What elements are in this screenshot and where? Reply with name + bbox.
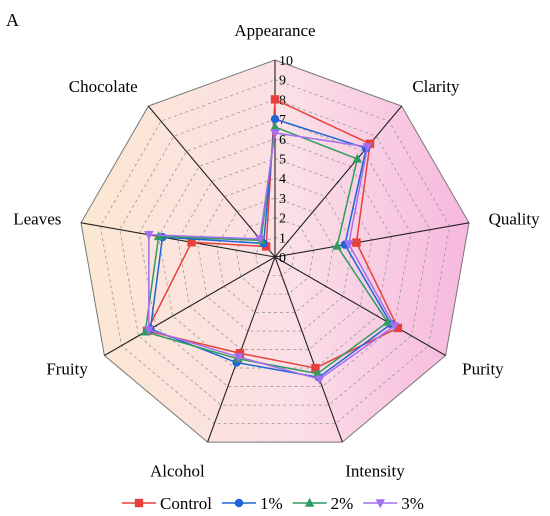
radar-axes [80, 60, 470, 443]
axis-spoke [274, 222, 470, 258]
series-line-three_percent [148, 132, 396, 380]
axis-label-chocolate: Chocolate [69, 77, 138, 96]
tick-label: 3 [279, 192, 286, 207]
axis-label-purity: Purity [462, 360, 504, 379]
data-point-two_percent [332, 240, 342, 250]
data-point-three_percent [314, 375, 325, 385]
tick-label: 9 [279, 74, 286, 89]
axis-label-appearance: Appearance [234, 21, 315, 40]
series-three_percent [144, 129, 400, 385]
series-line-one_percent [149, 118, 392, 379]
data-point-three_percent [233, 353, 244, 363]
series-line-two_percent [144, 126, 389, 375]
axis-spoke [274, 105, 403, 258]
data-point-two_percent [352, 153, 363, 163]
legend: Control 1% 2% 3% [122, 494, 424, 513]
data-point-control [270, 95, 280, 104]
data-point-control [187, 238, 196, 247]
data-point-two_percent [270, 121, 280, 131]
radar-series [140, 95, 403, 385]
data-point-one_percent [270, 114, 280, 124]
legend-item-one_percent: 1% [221, 494, 283, 513]
tick-label: 1 [279, 231, 286, 246]
axis-label-fruity: Fruity [46, 360, 88, 379]
legend-label: Control [160, 494, 212, 513]
tick-label: 2 [279, 212, 286, 227]
axis-label-intensity: Intensity [345, 462, 405, 481]
axis-label-quality: Quality [489, 209, 540, 228]
legend-item-two_percent: 2% [292, 494, 354, 513]
tick-label: 10 [279, 54, 293, 69]
axis-spoke [80, 222, 276, 258]
axis-label-alcohol: Alcohol [150, 462, 205, 481]
radar-axis-labels: Appearance Clarity Quality Purity Intensity A… [13, 21, 540, 481]
grid-ring [177, 158, 373, 350]
tick-label: 8 [279, 93, 286, 108]
data-point-three_percent [144, 326, 154, 336]
radar-grid [99, 79, 451, 425]
data-point-control [352, 238, 361, 247]
radar-tick-labels: 0 1 2 3 4 5 6 7 8 9 10 [279, 54, 293, 266]
tick-label: 6 [279, 133, 286, 148]
legend-marker [234, 498, 244, 508]
axis-spoke [274, 256, 343, 443]
data-point-three_percent [344, 240, 354, 250]
tick-label: 7 [279, 113, 286, 128]
data-point-three_percent [389, 322, 400, 332]
data-point-three_percent [255, 235, 265, 245]
grid-ring [99, 79, 451, 425]
data-point-two_percent [382, 316, 393, 326]
data-point-two_percent [312, 368, 323, 378]
axis-spoke [104, 256, 276, 356]
data-point-three_percent [362, 143, 373, 153]
legend-item-three_percent: 3% [363, 494, 424, 513]
grid-ring [216, 197, 334, 313]
tick-label: 5 [279, 153, 286, 168]
legend-item-control: Control [122, 494, 212, 513]
axis-label-clarity: Clarity [412, 77, 460, 96]
series-line-control [146, 98, 399, 369]
tick-label: 4 [279, 172, 286, 187]
axis-label-leaves: Leaves [13, 209, 61, 228]
grid-ring [255, 236, 295, 276]
legend-label: 2% [331, 494, 354, 513]
tick-label: 0 [279, 251, 286, 266]
grid-ring [158, 138, 392, 369]
data-point-three_percent [144, 231, 154, 240]
data-point-control [393, 323, 403, 333]
data-point-two_percent [140, 326, 151, 336]
grid-ring [196, 177, 354, 332]
data-point-three_percent [270, 129, 280, 139]
legend-marker [375, 499, 385, 509]
legend-marker [304, 497, 315, 507]
legend-marker [134, 498, 144, 508]
axis-spoke [147, 105, 276, 258]
legend-label: 3% [401, 494, 424, 513]
data-point-control [311, 363, 320, 373]
axis-spoke [274, 256, 446, 356]
legend-label: 1% [260, 494, 283, 513]
grid-ring [235, 217, 315, 295]
panel-label: A [6, 10, 19, 30]
